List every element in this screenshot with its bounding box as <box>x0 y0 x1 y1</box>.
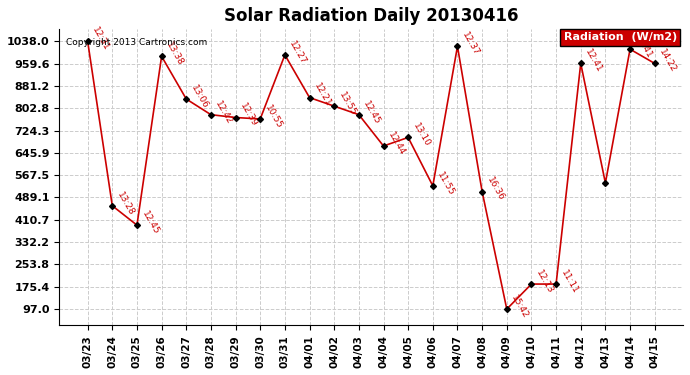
Text: 14:22: 14:22 <box>658 48 678 74</box>
Text: 13:38: 13:38 <box>164 41 185 68</box>
Text: 10:41: 10:41 <box>633 34 653 60</box>
Text: 12:21: 12:21 <box>313 82 333 109</box>
Text: 12:27: 12:27 <box>288 39 308 66</box>
Text: Copyright 2013 Cartronics.com: Copyright 2013 Cartronics.com <box>66 38 207 47</box>
Text: 15:42: 15:42 <box>509 294 530 320</box>
Title: Solar Radiation Daily 20130416: Solar Radiation Daily 20130416 <box>224 7 518 25</box>
Text: 12:45: 12:45 <box>362 99 382 126</box>
Text: 13:28: 13:28 <box>115 190 136 217</box>
Text: 12:45: 12:45 <box>140 210 160 236</box>
Text: 13:55: 13:55 <box>337 90 357 117</box>
Text: 12:41: 12:41 <box>584 48 604 75</box>
Text: 12:42: 12:42 <box>214 99 234 126</box>
Text: 11:55: 11:55 <box>435 170 456 197</box>
Text: 12:37: 12:37 <box>460 31 481 57</box>
Text: 16:36: 16:36 <box>485 176 506 203</box>
Text: 12:44: 12:44 <box>386 130 407 157</box>
Text: 11:11: 11:11 <box>559 268 580 296</box>
Text: 12:39: 12:39 <box>238 102 259 129</box>
Text: Radiation  (W/m2): Radiation (W/m2) <box>564 32 677 42</box>
Text: 10:55: 10:55 <box>263 104 284 130</box>
Text: 12:13: 12:13 <box>534 268 555 295</box>
Text: 13:06: 13:06 <box>189 83 210 110</box>
Text: 13:10: 13:10 <box>411 122 432 149</box>
Text: 12:31: 12:31 <box>90 26 111 53</box>
